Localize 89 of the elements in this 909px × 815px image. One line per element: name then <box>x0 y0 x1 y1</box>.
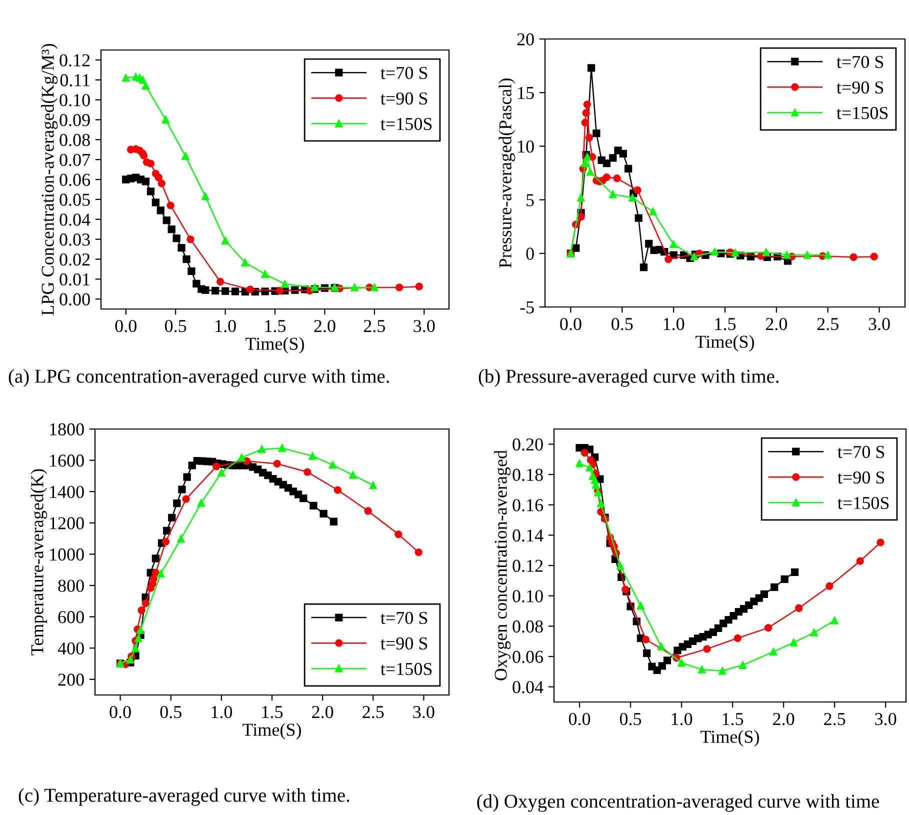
x-tick-label: 2.0 <box>773 712 794 726</box>
y-tick-label: 0.06 <box>60 174 90 186</box>
y-tick-label: 0.08 <box>60 134 90 146</box>
text: (d) Oxygen concentration-averaged curve with time <box>477 794 879 812</box>
legend-label: t=150S <box>836 106 888 120</box>
y-tick-label: 800 <box>58 580 84 592</box>
y-tick-label: 0.02 <box>60 253 90 266</box>
x-tick-label: 2.0 <box>766 318 788 330</box>
y-tick-label: 0.04 <box>512 681 544 694</box>
y-tick-label: 0.20 <box>512 438 543 451</box>
x-tick-label: 1.0 <box>216 320 236 332</box>
y-axis-title: Pressure-averaged(Pascal) <box>498 78 516 268</box>
x-tick-label: 0.0 <box>560 318 582 330</box>
y-tick-label: 0.18 <box>512 468 543 482</box>
x-tick-label: 2.5 <box>824 712 846 726</box>
y-tick-label: 1600 <box>50 454 84 467</box>
y-tick-label: 0.01 <box>60 273 90 286</box>
y-axis-title: Oxygen concentration-averaged <box>494 450 511 680</box>
y-tick-label: 1800 <box>50 423 84 436</box>
y-tick-label: 0.12 <box>512 560 543 572</box>
x-tick-label: 0.5 <box>160 706 182 718</box>
y-tick-label: 0.04 <box>60 214 90 226</box>
y-tick-label: 0.12 <box>60 54 90 66</box>
x-tick-label: 1.5 <box>722 713 744 726</box>
y-tick-label: 10 <box>518 140 534 153</box>
legend-label: t=150S <box>380 118 432 130</box>
y-tick-label: 400 <box>58 642 84 654</box>
x-tick-label: 0.5 <box>620 712 642 726</box>
legend-label: t=90 S <box>380 92 428 105</box>
y-tick-label: 0.16 <box>512 499 544 512</box>
y-tick-label: -5 <box>520 301 534 314</box>
x-tick-label: 1.5 <box>265 320 286 332</box>
y-tick-label: 600 <box>58 611 84 624</box>
x-tick-label: 0.0 <box>568 712 590 726</box>
x-tick-label: 3.0 <box>875 712 896 726</box>
y-tick-label: 0.10 <box>512 590 543 602</box>
y-tick-label: 0.14 <box>512 529 544 542</box>
x-tick-label: 1.0 <box>672 712 692 726</box>
x-tick-label: 3.0 <box>414 320 435 332</box>
x-tick-label: 3.0 <box>413 706 434 718</box>
text: (a) LPG concentration-averaged curve with time. <box>8 369 389 387</box>
legend-label: t=70 S <box>838 446 884 458</box>
y-tick-label: 200 <box>58 674 84 686</box>
y-tick-label: 0.11 <box>60 74 90 86</box>
x-tick-label: 0.5 <box>612 318 633 330</box>
y-tick-label: 0.08 <box>512 620 543 633</box>
legend-label: t=150S <box>380 662 432 676</box>
y-tick-label: 1000 <box>50 548 84 561</box>
x-axis-title: Time(S) <box>696 335 754 352</box>
x-tick-label: 1.5 <box>262 706 283 718</box>
x-tick-label: 2.5 <box>362 706 384 718</box>
y-tick-label: 0 <box>526 248 534 260</box>
legend-label: t=70 S <box>836 56 884 68</box>
x-axis-title: Time(S) <box>242 723 301 740</box>
y-tick-label: 0.00 <box>60 293 90 306</box>
legend-label: t=150S <box>838 496 889 510</box>
x-tick-label: 1.5 <box>715 318 736 330</box>
legend-label: t=70 S <box>380 66 428 80</box>
legend-label: t=90 S <box>836 81 884 94</box>
x-tick-label: 2.0 <box>312 706 334 718</box>
y-tick-label: 20 <box>517 33 534 46</box>
y-tick-label: 1200 <box>50 517 84 530</box>
y-tick-label: 0.03 <box>60 234 90 246</box>
legend-label: t=90 S <box>838 471 884 484</box>
y-tick-label: 0.10 <box>60 94 90 106</box>
y-tick-label: 15 <box>518 86 534 100</box>
y-tick-label: 5 <box>526 194 534 206</box>
text: (b) Pressure-averaged curve with time. <box>478 369 779 387</box>
x-tick-label: 0.5 <box>164 320 186 332</box>
x-tick-label: 2.5 <box>817 318 838 330</box>
x-tick-label: 1.0 <box>212 706 232 718</box>
legend-label: t=70 S <box>380 612 428 624</box>
y-tick-label: 0.09 <box>60 114 90 126</box>
x-tick-label: 1.0 <box>664 318 684 330</box>
y-axis-title: Temperature-averaged(K) <box>30 469 48 656</box>
x-axis-title: Time(S) <box>246 337 304 354</box>
x-tick-label: 3.0 <box>868 318 890 330</box>
x-tick-label: 0.0 <box>115 320 136 332</box>
y-tick-label: 1400 <box>50 486 84 498</box>
y-tick-label: 0.06 <box>512 650 544 664</box>
text: (c) Temperature-averaged curve with time. <box>18 788 350 806</box>
y-tick-label: 0.05 <box>60 194 90 206</box>
y-axis-title: LPG Concentration-averaged(Kg/M³) <box>41 44 58 316</box>
x-tick-label: 2.0 <box>314 320 336 332</box>
x-axis-title: Time(S) <box>700 730 759 747</box>
x-tick-label: 0.0 <box>110 706 131 718</box>
y-tick-label: 0.07 <box>60 154 90 166</box>
x-tick-label: 2.5 <box>364 320 386 332</box>
legend-label: t=90 S <box>380 637 428 650</box>
